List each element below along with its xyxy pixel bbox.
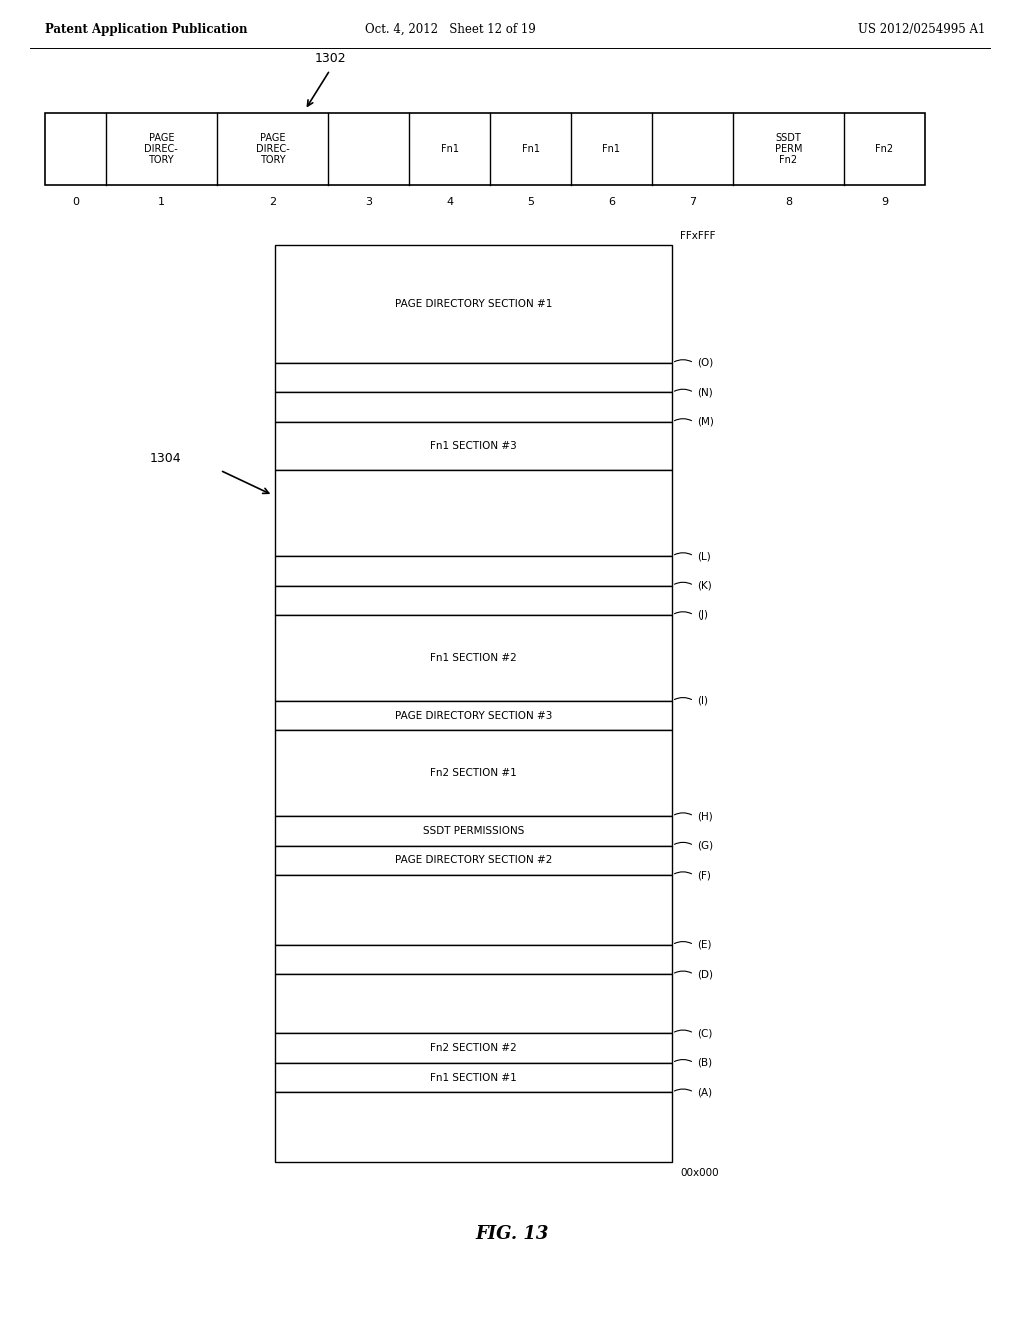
Text: Oct. 4, 2012   Sheet 12 of 19: Oct. 4, 2012 Sheet 12 of 19 (365, 22, 536, 36)
Text: SSDT PERMISSIONS: SSDT PERMISSIONS (423, 826, 524, 836)
Text: Fn1 SECTION #2: Fn1 SECTION #2 (430, 653, 517, 663)
Text: (M): (M) (697, 417, 714, 426)
Text: Fn2 SECTION #1: Fn2 SECTION #1 (430, 768, 517, 779)
Bar (275, 1063, 672, 1092)
Bar (275, 392, 672, 422)
Text: 0: 0 (72, 197, 79, 207)
Text: (E): (E) (697, 940, 712, 950)
Text: Fn1: Fn1 (440, 144, 459, 154)
Text: PAGE DIRECTORY SECTION #1: PAGE DIRECTORY SECTION #1 (395, 300, 552, 309)
Text: 2: 2 (269, 197, 276, 207)
Text: Fn1 SECTION #1: Fn1 SECTION #1 (430, 1073, 517, 1082)
Bar (275, 816, 672, 846)
Bar (275, 1034, 672, 1063)
Text: (G): (G) (697, 841, 713, 850)
Bar (275, 470, 672, 556)
Bar (275, 422, 672, 470)
Text: (F): (F) (697, 870, 711, 880)
Bar (275, 246, 672, 363)
Bar (275, 974, 672, 1034)
Text: 9: 9 (881, 197, 888, 207)
Text: Fn2 SECTION #2: Fn2 SECTION #2 (430, 1043, 517, 1053)
Text: PAGE DIRECTORY SECTION #2: PAGE DIRECTORY SECTION #2 (395, 855, 552, 866)
Text: (O): (O) (697, 358, 714, 368)
Bar (275, 701, 672, 730)
Text: (D): (D) (697, 969, 713, 979)
Text: FFxFFF: FFxFFF (680, 231, 716, 242)
Text: (J): (J) (697, 610, 708, 620)
Text: FIG. 13: FIG. 13 (475, 1225, 549, 1243)
Text: 4: 4 (446, 197, 454, 207)
Text: Fn2: Fn2 (876, 144, 894, 154)
Text: PAGE
DIREC-
TORY: PAGE DIREC- TORY (256, 133, 290, 165)
Text: (I): (I) (697, 696, 708, 706)
Text: 5: 5 (527, 197, 535, 207)
Text: Fn1: Fn1 (602, 144, 621, 154)
Text: (C): (C) (697, 1028, 713, 1039)
Bar (275, 1092, 672, 1162)
Text: PAGE DIRECTORY SECTION #3: PAGE DIRECTORY SECTION #3 (395, 710, 552, 721)
Bar (275, 875, 672, 945)
Bar (275, 556, 672, 586)
Text: 1302: 1302 (315, 51, 347, 65)
Text: PAGE
DIREC-
TORY: PAGE DIREC- TORY (144, 133, 178, 165)
Text: 8: 8 (784, 197, 792, 207)
Text: 1: 1 (158, 197, 165, 207)
Bar (45, 114, 925, 185)
Bar (275, 363, 672, 392)
Bar (275, 586, 672, 615)
Text: (H): (H) (697, 810, 713, 821)
Text: US 2012/0254995 A1: US 2012/0254995 A1 (858, 22, 985, 36)
Text: 1304: 1304 (150, 453, 181, 465)
Text: 6: 6 (608, 197, 615, 207)
Text: (N): (N) (697, 388, 713, 397)
Text: (K): (K) (697, 581, 712, 590)
Text: 00x000: 00x000 (680, 1168, 719, 1177)
Text: 7: 7 (689, 197, 696, 207)
Bar (275, 730, 672, 816)
Bar (275, 846, 672, 875)
Text: Patent Application Publication: Patent Application Publication (45, 22, 248, 36)
Text: Fn1 SECTION #3: Fn1 SECTION #3 (430, 441, 517, 451)
Text: Fn1: Fn1 (521, 144, 540, 154)
Text: SSDT
PERM
Fn2: SSDT PERM Fn2 (775, 133, 802, 165)
Text: (L): (L) (697, 550, 711, 561)
Bar (275, 615, 672, 701)
Text: 3: 3 (366, 197, 372, 207)
Bar (275, 945, 672, 974)
Text: (B): (B) (697, 1057, 712, 1068)
Text: (A): (A) (697, 1088, 712, 1097)
